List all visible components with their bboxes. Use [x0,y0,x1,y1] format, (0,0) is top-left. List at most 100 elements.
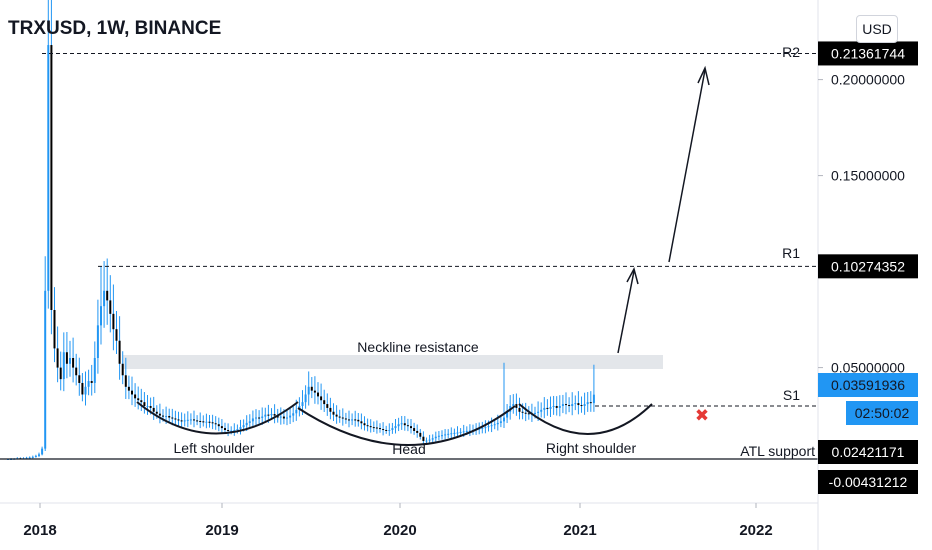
candle-body [506,411,509,418]
candle-body [273,414,276,416]
candle-body [196,420,199,422]
candle-body [87,381,90,387]
candle-body [149,406,152,408]
candle-body [434,436,437,439]
candle-body [354,419,357,421]
candle-body [416,430,419,433]
price-tick-label: 0.05000000 [831,360,905,376]
r1-arrowhead [626,266,639,285]
candle-body [224,428,226,430]
candle-body [236,429,239,431]
candle-body [499,421,502,423]
candle-body [84,386,87,395]
candle-body [121,363,124,376]
candle-body [441,435,443,437]
candle-body [524,412,527,414]
candle-body [450,433,453,435]
candle-body [571,404,574,406]
candle-body [34,455,37,457]
neckline-zone [123,355,663,369]
candle-body [568,405,571,407]
candle-body [112,313,115,330]
currency-button[interactable]: USD [856,15,898,43]
candle-body [419,432,422,437]
candle-body [527,413,530,415]
candle-body [193,419,195,421]
candle-body [565,404,567,406]
candle-body [515,404,518,408]
levels [0,52,818,460]
candle-body [100,306,102,326]
candle-body [555,406,558,408]
candle-body [44,290,47,449]
r2-arrowhead [697,65,710,86]
candle-body [264,414,267,417]
candle-body [400,423,403,425]
r2-price-label: 0.21361744 [818,41,918,66]
candle-body [155,411,158,414]
candle-body [56,348,59,368]
time-axis[interactable]: 2018 2019 2020 2021 2022 [23,503,773,539]
time-tick-label: 2019 [205,522,238,539]
candle-body [549,406,552,409]
candle-body [81,382,84,395]
candle-body [372,427,375,429]
candle-body [391,428,394,430]
candle-body [366,425,369,427]
candle-body [183,420,186,422]
candle-body [115,329,118,341]
candle-body [214,423,217,425]
candle-body [422,436,425,441]
candle-body [431,438,434,440]
candle-body [310,386,313,391]
candle-body [468,430,471,432]
candle-body [341,417,344,419]
candle-body [220,426,223,429]
last-price-label: 0.03591936 [818,373,918,397]
candle-body [255,417,257,419]
candle-body [69,358,71,364]
candle-body [31,456,34,458]
chart-title: TRXUSD, 1W, BINANCE [8,18,222,39]
candle-body [301,402,304,406]
candle-body [332,411,335,415]
candle-body [344,418,347,420]
candle-body [162,415,164,417]
head-label: Head [392,441,425,457]
candle-body [437,435,440,437]
candle-body [227,430,230,431]
candle-body [211,422,214,424]
candle-body [320,396,323,401]
candle-body [59,367,62,380]
candle-body [586,402,589,405]
candle-body [543,407,546,410]
time-tick-label: 2021 [563,522,596,539]
atl-support-label: ATL support [740,443,815,459]
candle-body [546,407,549,409]
candle-body [589,402,592,404]
candle-body [261,416,264,418]
candle-body [171,417,174,419]
candle-body [453,432,456,434]
candle-body [304,394,307,403]
candle-body [335,414,338,417]
time-tick-label: 2022 [739,522,772,539]
candle-body [413,428,416,431]
neckline-label: Neckline resistance [357,339,479,355]
candle-body [459,431,462,433]
candle-body [388,430,391,431]
candle-body [146,406,149,407]
candle-body [363,423,366,426]
candle-body [410,426,412,429]
candle-body [143,402,146,406]
candle-body [317,392,319,397]
candle-body [65,352,68,364]
candle-body [323,400,326,405]
candle-body [127,386,130,391]
candle-body [295,409,298,414]
candle-body [242,425,245,428]
candle-body [583,404,586,406]
